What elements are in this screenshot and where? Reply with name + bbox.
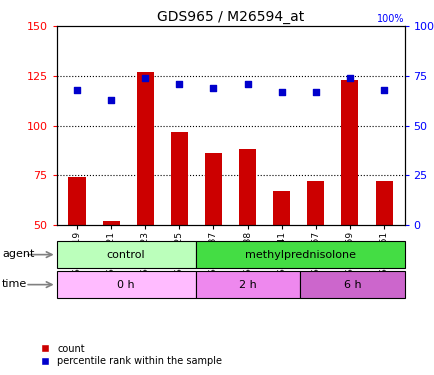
Bar <box>306 181 324 225</box>
Point <box>141 75 148 81</box>
Text: 2 h: 2 h <box>239 280 256 290</box>
Bar <box>195 241 404 268</box>
Text: time: time <box>2 279 27 289</box>
Bar <box>136 72 154 225</box>
Point <box>380 87 387 93</box>
Text: agent: agent <box>2 249 34 259</box>
Point <box>346 75 353 81</box>
Bar <box>341 80 358 225</box>
Bar <box>195 271 299 298</box>
Point <box>107 97 114 103</box>
Point <box>243 81 250 87</box>
Text: 100%: 100% <box>376 14 404 24</box>
Text: 0 h: 0 h <box>117 280 135 290</box>
Text: control: control <box>107 250 145 259</box>
Point <box>210 85 217 91</box>
Point <box>175 81 182 87</box>
Bar <box>102 221 119 225</box>
Text: 6 h: 6 h <box>343 280 360 290</box>
Title: GDS965 / M26594_at: GDS965 / M26594_at <box>157 10 303 24</box>
Bar <box>375 181 392 225</box>
Point <box>73 87 80 93</box>
Bar <box>68 177 85 225</box>
Point <box>312 89 319 95</box>
Text: methylprednisolone: methylprednisolone <box>244 250 355 259</box>
Bar <box>171 132 187 225</box>
Legend: count, percentile rank within the sample: count, percentile rank within the sample <box>39 342 224 368</box>
Bar <box>56 271 195 298</box>
Bar <box>239 150 256 225</box>
Bar <box>299 271 404 298</box>
Bar <box>204 153 221 225</box>
Bar <box>56 241 195 268</box>
Bar <box>273 191 289 225</box>
Point <box>278 89 285 95</box>
